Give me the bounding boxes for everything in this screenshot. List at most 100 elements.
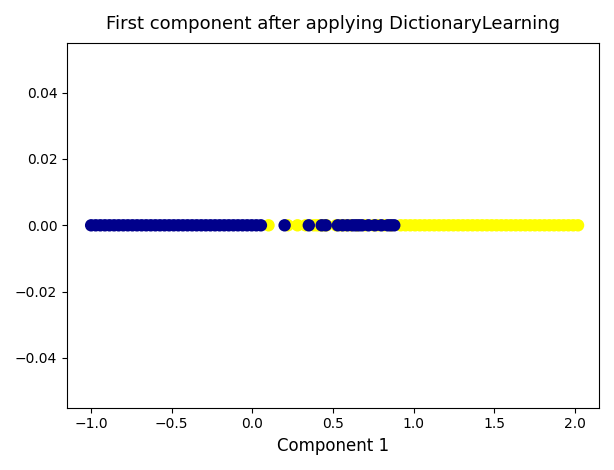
Point xyxy=(487,221,497,229)
Point xyxy=(251,221,261,229)
Point xyxy=(501,221,511,229)
Point xyxy=(415,221,425,229)
Point xyxy=(506,221,516,229)
Point xyxy=(256,221,266,229)
Point xyxy=(309,221,319,229)
Point xyxy=(525,221,535,229)
Point xyxy=(341,221,351,229)
Point xyxy=(373,221,383,229)
Point xyxy=(280,221,290,229)
Point xyxy=(196,221,206,229)
Point xyxy=(492,221,502,229)
Point xyxy=(114,221,123,229)
Point xyxy=(346,221,356,229)
Point xyxy=(173,221,183,229)
Point xyxy=(368,221,378,229)
Point xyxy=(453,221,463,229)
Point xyxy=(573,221,583,229)
Point xyxy=(376,221,386,229)
Point xyxy=(352,221,362,229)
Point xyxy=(301,221,311,229)
Point xyxy=(164,221,174,229)
Point xyxy=(332,221,341,229)
Point xyxy=(304,221,314,229)
Point xyxy=(247,221,257,229)
Point xyxy=(360,221,370,229)
Point xyxy=(444,221,454,229)
Point xyxy=(155,221,165,229)
Point xyxy=(386,221,396,229)
Title: First component after applying DictionaryLearning: First component after applying Dictionar… xyxy=(106,15,560,33)
Point xyxy=(128,221,138,229)
Point xyxy=(333,221,343,229)
Point xyxy=(312,221,322,229)
Point xyxy=(473,221,483,229)
Point xyxy=(150,221,160,229)
Point xyxy=(243,221,252,229)
Point xyxy=(224,221,234,229)
Point xyxy=(521,221,530,229)
Point xyxy=(137,221,147,229)
Point xyxy=(91,221,101,229)
Point xyxy=(439,221,449,229)
Point xyxy=(317,221,327,229)
Point xyxy=(100,221,110,229)
Point xyxy=(497,221,507,229)
Point xyxy=(206,221,216,229)
Point xyxy=(315,221,325,229)
Point xyxy=(559,221,569,229)
Point xyxy=(424,221,434,229)
Point xyxy=(104,221,114,229)
Point xyxy=(410,221,420,229)
Point xyxy=(389,221,399,229)
Point xyxy=(468,221,478,229)
Point xyxy=(511,221,521,229)
Point xyxy=(160,221,169,229)
Point xyxy=(545,221,554,229)
Point xyxy=(321,221,331,229)
Point xyxy=(554,221,564,229)
Point xyxy=(363,221,373,229)
Point xyxy=(182,221,192,229)
Point xyxy=(482,221,492,229)
Point xyxy=(338,221,348,229)
Point xyxy=(322,221,332,229)
Point xyxy=(109,221,119,229)
Point xyxy=(348,221,357,229)
Point xyxy=(564,221,573,229)
Point xyxy=(210,221,220,229)
Point xyxy=(169,221,179,229)
Point xyxy=(141,221,151,229)
Point xyxy=(233,221,243,229)
Point xyxy=(132,221,142,229)
Point xyxy=(535,221,545,229)
Point xyxy=(405,221,415,229)
Point xyxy=(228,221,238,229)
Point xyxy=(370,221,380,229)
Point xyxy=(187,221,197,229)
Point xyxy=(192,221,201,229)
Point xyxy=(458,221,468,229)
Point xyxy=(293,221,303,229)
Point xyxy=(448,221,458,229)
Point xyxy=(420,221,430,229)
Point xyxy=(238,221,247,229)
Point xyxy=(540,221,550,229)
Point xyxy=(219,221,229,229)
Point xyxy=(263,221,273,229)
Point xyxy=(383,221,393,229)
Point xyxy=(95,221,105,229)
Point xyxy=(86,221,96,229)
Point xyxy=(434,221,444,229)
Point xyxy=(400,221,410,229)
Point xyxy=(351,221,360,229)
Point xyxy=(178,221,188,229)
Point xyxy=(463,221,473,229)
X-axis label: Component 1: Component 1 xyxy=(277,437,389,455)
Point xyxy=(123,221,133,229)
Point xyxy=(386,221,396,229)
Point xyxy=(201,221,211,229)
Point xyxy=(379,221,389,229)
Point xyxy=(569,221,578,229)
Point xyxy=(319,221,328,229)
